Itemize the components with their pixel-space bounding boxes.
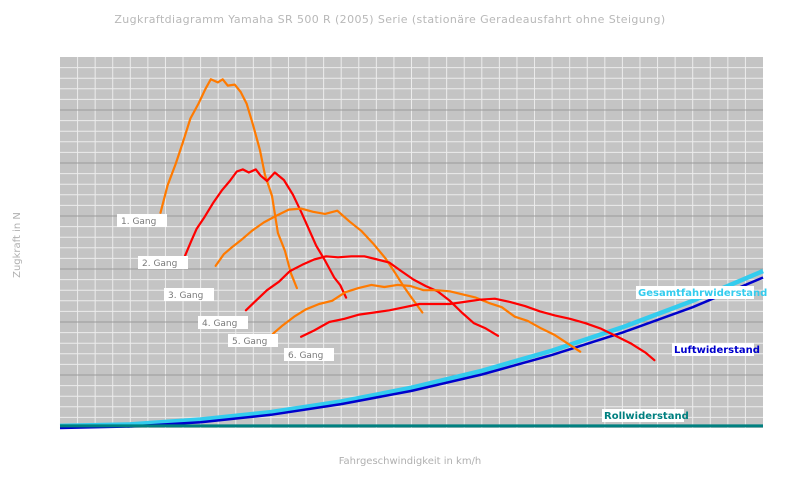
gear-label-text: 4. Gang — [202, 319, 237, 329]
series-line-gang-1 — [159, 78, 298, 290]
gear-label-box — [138, 256, 188, 269]
series-line-gesamtfahrwiderstand — [59, 269, 764, 429]
gear-label-3: 3. Gang — [164, 288, 214, 301]
gear-curves — [159, 78, 656, 362]
curve-label-luftwiderstand: Luftwiderstand — [672, 343, 760, 356]
curve-label-gesamtfahrwiderstand: Gesamtfahrwiderstand — [636, 286, 767, 299]
series-line-gang-4 — [244, 255, 500, 337]
series-line-gang-3 — [214, 207, 424, 314]
gear-label-5: 5. Gang — [228, 334, 278, 347]
gear-label-box — [198, 316, 248, 329]
curve-label-box — [636, 286, 754, 299]
y-axis-label: Zugkraft in N — [12, 212, 23, 278]
gear-label-box — [228, 334, 278, 347]
resistance-curves — [59, 269, 764, 430]
series-line-gang-5 — [271, 283, 582, 353]
gear-label-6: 6. Gang — [284, 348, 334, 361]
gear-label-text: 2. Gang — [142, 259, 177, 269]
gear-label-box — [284, 348, 334, 361]
chart-title: Zugkraftdiagramm Yamaha SR 500 R (2005) … — [114, 13, 665, 26]
curve-label-rollwiderstand: Rollwiderstand — [602, 409, 689, 422]
curve-label-text: Rollwiderstand — [604, 411, 689, 422]
x-axis-label: Fahrgeschwindigkeit in km/h — [339, 456, 482, 467]
gear-label-text: 6. Gang — [288, 351, 323, 361]
gear-label-2: 2. Gang — [138, 256, 188, 269]
gear-label-text: 1. Gang — [121, 217, 156, 227]
series-line-gang-6 — [300, 297, 656, 362]
curve-label-box — [602, 409, 684, 422]
gear-label-4: 4. Gang — [198, 316, 248, 329]
series-line-luftwiderstand — [59, 276, 764, 430]
grid-lines — [60, 57, 763, 428]
gear-label-box — [117, 214, 167, 227]
gear-label-text: 3. Gang — [168, 291, 203, 301]
gear-label-box — [164, 288, 214, 301]
series-line-gang-2 — [183, 168, 348, 299]
curve-label-text: Luftwiderstand — [674, 345, 760, 356]
curve-label-text: Gesamtfahrwiderstand — [638, 288, 767, 299]
curve-label-box — [672, 343, 754, 356]
gear-label-1: 1. Gang — [117, 214, 167, 227]
gear-label-text: 5. Gang — [232, 337, 267, 347]
curve-labels: 1. Gang 2. Gang 3. Gang 4. Gang 5. Gang 6. Ga… — [117, 214, 767, 422]
